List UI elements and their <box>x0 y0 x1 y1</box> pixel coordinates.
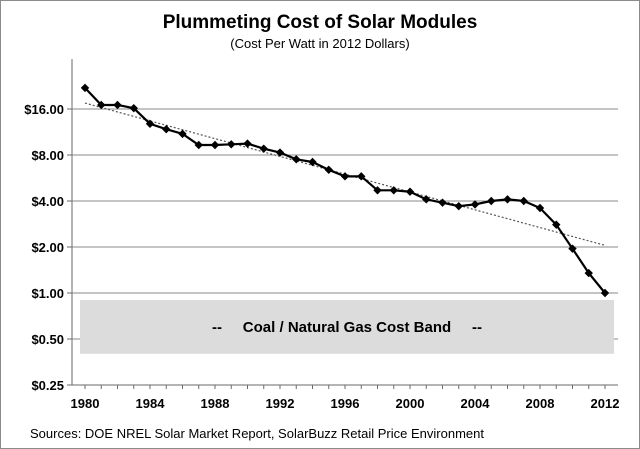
data-point-1993 <box>292 155 301 164</box>
data-point-2001 <box>422 195 431 204</box>
x-tick-labels: 1980 1984 1988 1992 1996 2000 2004 2008 2012 <box>71 396 620 411</box>
data-point-2011 <box>584 268 593 278</box>
y-tick-label-2: $1.00 <box>31 286 64 301</box>
data-point-2012 <box>600 288 610 298</box>
data-point-1985 <box>162 125 171 134</box>
y-tick-label-6: $16.00 <box>24 102 64 117</box>
x-tick-label-8: 2012 <box>591 396 620 411</box>
y-tick-labels: $0.25 $0.50 $1.00 $2.00 $4.00 $8.00 $16.00 <box>24 102 64 393</box>
data-point-1988 <box>210 140 220 150</box>
data-point-2003 <box>454 201 463 211</box>
y-tick-label-0: $0.25 <box>31 378 64 393</box>
data-point-1986 <box>178 129 187 139</box>
y-tick-label-5: $8.00 <box>31 148 64 163</box>
x-tick-label-5: 2000 <box>396 396 425 411</box>
x-tick-label-4: 1996 <box>331 396 360 411</box>
x-tick-label-2: 1988 <box>201 396 230 411</box>
y-tick-label-3: $2.00 <box>31 240 64 255</box>
data-point-2007 <box>519 196 528 206</box>
data-point-2000 <box>405 187 415 196</box>
y-tick-label-1: $0.50 <box>31 332 64 347</box>
data-point-2010 <box>568 244 577 253</box>
data-point-1995 <box>324 165 333 175</box>
data-point-1994 <box>308 157 317 167</box>
data-point-1991 <box>259 144 268 153</box>
x-tick-label-3: 1992 <box>266 396 295 411</box>
data-point-2006 <box>503 195 512 204</box>
data-point-2005 <box>487 196 496 206</box>
axes <box>67 59 618 389</box>
data-point-1980 <box>80 83 90 93</box>
chart-subtitle: (Cost Per Watt in 2012 Dollars) <box>230 36 409 51</box>
x-tick-label-6: 2004 <box>461 396 491 411</box>
data-point-1996 <box>340 172 350 181</box>
data-point-1984 <box>145 119 155 129</box>
series-cost-per-watt <box>80 83 610 298</box>
chart-title: Plummeting Cost of Solar Modules <box>163 12 478 33</box>
data-point-1997 <box>357 172 366 181</box>
data-point-1982 <box>113 100 122 110</box>
source-note: Sources: DOE NREL Solar Market Report, S… <box>30 426 484 441</box>
x-tick-label-0: 1980 <box>71 396 100 411</box>
data-point-2002 <box>438 198 447 207</box>
data-point-1987 <box>194 140 203 150</box>
data-point-2004 <box>470 200 480 209</box>
data-point-1990 <box>243 139 252 148</box>
cost-band-rect <box>80 299 614 354</box>
data-point-2008 <box>535 203 545 213</box>
data-point-1989 <box>227 140 236 149</box>
y-tick-label-4: $4.00 <box>31 194 64 209</box>
series-line-0 <box>84 87 606 294</box>
data-point-2009 <box>552 220 561 229</box>
data-point-1983 <box>129 103 138 113</box>
x-tick-label-1: 1984 <box>136 396 166 411</box>
data-point-1999 <box>389 186 398 195</box>
x-tick-label-7: 2008 <box>526 396 555 411</box>
data-point-1992 <box>275 148 285 157</box>
cost-band-label: -- Coal / Natural Gas Cost Band -- <box>212 319 482 336</box>
data-point-1981 <box>97 100 106 110</box>
cost-band <box>80 299 614 354</box>
data-point-1998 <box>373 186 382 195</box>
